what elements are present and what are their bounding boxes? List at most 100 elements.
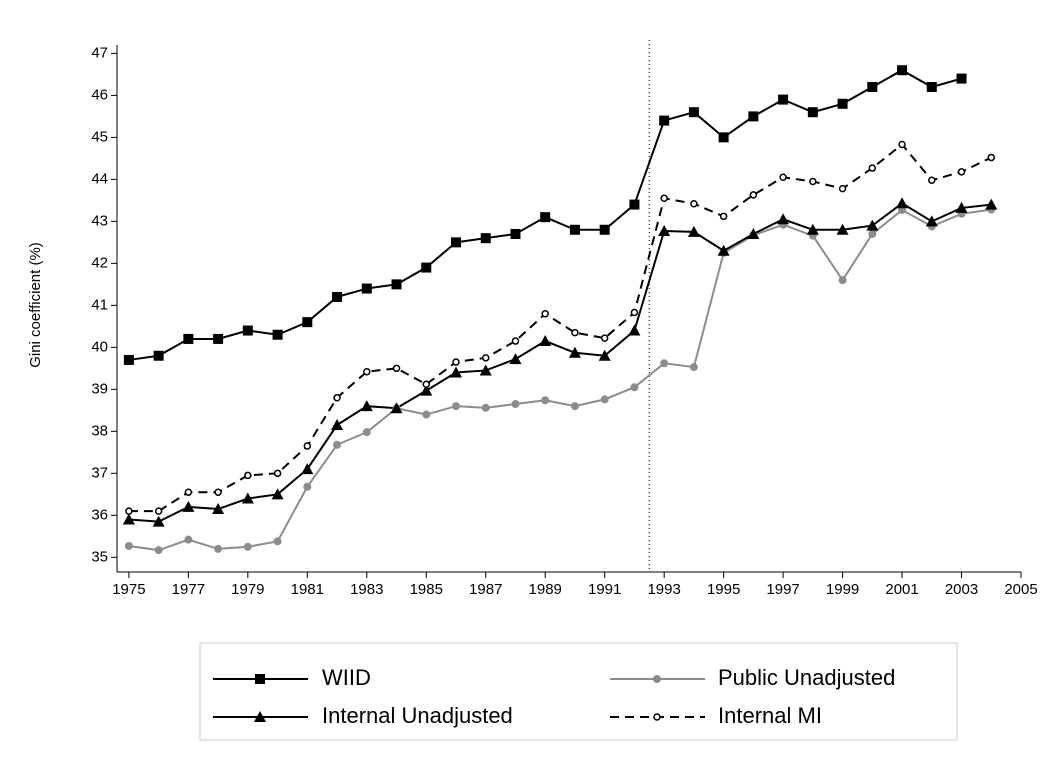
marker bbox=[717, 244, 730, 256]
marker bbox=[809, 177, 817, 186]
marker bbox=[600, 334, 609, 342]
y-axis-title: Gini coefficient (%) bbox=[27, 242, 44, 368]
marker bbox=[213, 333, 224, 344]
marker bbox=[184, 488, 193, 496]
marker bbox=[154, 546, 163, 555]
y-tick-label: 44 bbox=[91, 170, 108, 187]
marker bbox=[749, 191, 758, 199]
marker bbox=[183, 333, 194, 344]
x-tick-label: 1995 bbox=[707, 581, 740, 598]
x-tick-label: 1985 bbox=[410, 581, 443, 598]
marker bbox=[241, 492, 254, 504]
marker bbox=[509, 353, 522, 365]
marker bbox=[392, 364, 401, 373]
marker bbox=[332, 291, 343, 302]
marker bbox=[273, 537, 282, 546]
marker bbox=[510, 228, 521, 239]
marker bbox=[182, 500, 195, 512]
marker bbox=[303, 442, 312, 450]
marker bbox=[598, 349, 611, 361]
marker bbox=[837, 98, 848, 109]
marker bbox=[541, 396, 550, 405]
x-tick-label: 1989 bbox=[529, 581, 562, 598]
marker bbox=[660, 359, 669, 368]
marker bbox=[271, 488, 284, 500]
x-tick-label: 1987 bbox=[469, 581, 502, 598]
y-tick-label: 46 bbox=[91, 86, 108, 103]
marker bbox=[481, 354, 490, 362]
marker bbox=[867, 81, 878, 92]
legend-label: Public Unadjusted bbox=[718, 665, 895, 690]
marker bbox=[511, 400, 520, 409]
marker bbox=[302, 317, 313, 328]
marker bbox=[390, 402, 403, 414]
marker bbox=[451, 237, 461, 248]
marker bbox=[360, 400, 373, 412]
y-tick-label: 38 bbox=[91, 422, 108, 439]
marker bbox=[511, 337, 520, 345]
marker bbox=[569, 224, 580, 235]
marker bbox=[212, 503, 225, 515]
marker bbox=[154, 507, 163, 515]
y-tick-label: 47 bbox=[91, 44, 108, 61]
marker bbox=[806, 223, 819, 235]
x-tick-label: 1983 bbox=[350, 581, 383, 598]
marker bbox=[629, 199, 640, 210]
marker bbox=[628, 324, 641, 336]
marker bbox=[747, 227, 760, 239]
x-tick-label: 1979 bbox=[231, 581, 264, 598]
y-tick-label: 36 bbox=[91, 506, 108, 523]
y-tick-label: 35 bbox=[91, 548, 108, 565]
marker bbox=[481, 403, 490, 412]
y-tick-label: 43 bbox=[91, 212, 108, 229]
marker bbox=[719, 212, 728, 221]
marker bbox=[420, 384, 433, 396]
marker bbox=[244, 471, 252, 480]
marker bbox=[452, 402, 460, 411]
marker bbox=[568, 346, 581, 358]
legend-marker bbox=[254, 711, 266, 722]
marker bbox=[777, 213, 790, 225]
marker bbox=[479, 364, 492, 376]
marker bbox=[540, 212, 551, 223]
marker bbox=[272, 329, 283, 340]
marker bbox=[184, 535, 193, 544]
marker bbox=[838, 184, 847, 193]
marker bbox=[571, 328, 579, 337]
marker bbox=[630, 383, 639, 392]
marker bbox=[125, 507, 133, 515]
legend-label: Internal MI bbox=[718, 703, 822, 728]
marker bbox=[630, 308, 639, 317]
series-line bbox=[128, 202, 992, 523]
marker bbox=[541, 309, 549, 318]
marker bbox=[866, 219, 879, 231]
marker bbox=[898, 140, 906, 149]
marker bbox=[214, 544, 223, 553]
marker bbox=[688, 107, 699, 118]
x-tick-label: 2001 bbox=[885, 581, 918, 598]
legend-marker bbox=[653, 713, 661, 721]
y-tick-label: 37 bbox=[91, 464, 108, 481]
x-tick-label: 1999 bbox=[826, 581, 859, 598]
marker bbox=[303, 482, 312, 491]
x-tick-label: 1991 bbox=[588, 581, 621, 598]
legend-marker bbox=[255, 674, 265, 684]
marker bbox=[659, 115, 670, 126]
marker bbox=[363, 367, 371, 376]
marker bbox=[243, 542, 252, 551]
x-tick-label: 1977 bbox=[172, 581, 205, 598]
marker bbox=[778, 94, 789, 105]
marker bbox=[480, 233, 491, 244]
marker bbox=[124, 541, 133, 550]
marker bbox=[660, 194, 668, 203]
marker bbox=[214, 488, 222, 496]
marker bbox=[122, 513, 135, 525]
marker bbox=[690, 199, 698, 208]
x-tick-label: 1993 bbox=[647, 581, 680, 598]
marker bbox=[362, 428, 371, 437]
marker bbox=[273, 469, 282, 478]
marker bbox=[422, 410, 431, 419]
marker bbox=[539, 335, 552, 347]
marker bbox=[687, 225, 700, 237]
